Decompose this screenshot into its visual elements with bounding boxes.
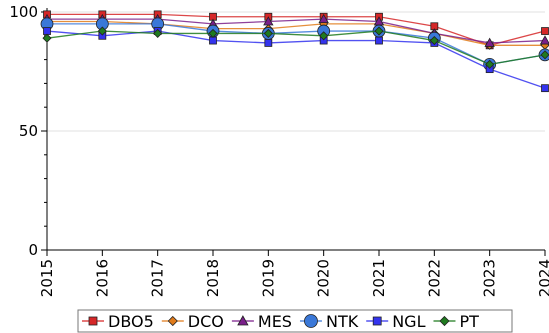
x-tick-label: 2020: [315, 259, 333, 297]
x-tick-label: 2018: [204, 259, 222, 297]
data-point: [263, 16, 274, 26]
data-point: [541, 27, 549, 35]
y-tick-label: 0: [28, 241, 38, 259]
x-tick-label: 2021: [370, 259, 388, 297]
legend-item: NTK: [299, 312, 359, 331]
y-tick-label: 50: [19, 122, 38, 140]
data-point: [374, 26, 384, 36]
legend-label: NGL: [392, 312, 425, 331]
data-point: [540, 50, 549, 60]
data-point: [43, 27, 51, 35]
series-pt: [42, 26, 549, 69]
legend-marker: [167, 315, 178, 327]
axes: 0 50 100 2015 2016 2017 2018 2019 2020 2021 2022 20…: [9, 3, 549, 297]
legend-label: PT: [459, 312, 479, 331]
data-point: [429, 35, 439, 46]
legend-label: NTK: [326, 312, 359, 331]
legend-marker: [372, 316, 382, 326]
legend-marker: [304, 314, 318, 328]
legend-marker: [237, 315, 249, 326]
x-tick-label: 2015: [38, 259, 56, 297]
legend-marker: [88, 316, 98, 326]
data-point: [209, 36, 217, 45]
data-point: [208, 28, 218, 38]
series-line: [47, 18, 546, 44]
x-tick-label: 2022: [425, 259, 443, 297]
legend: DBO5 DCO MES NTK NGL PT: [77, 309, 513, 333]
legend-item: DCO: [161, 312, 224, 331]
x-tick-label: 2023: [481, 259, 499, 297]
series-dco: [42, 16, 549, 50]
data-point: [264, 39, 273, 47]
y-tick-label: 100: [9, 3, 38, 21]
x-tick-label: 2017: [149, 259, 167, 297]
legend-box: [77, 309, 513, 333]
legend-label: DCO: [188, 312, 224, 331]
data-point: [541, 84, 549, 93]
x-tick-label: 2019: [259, 259, 277, 297]
legend-item: NGL: [366, 312, 426, 331]
series-line: [46, 30, 546, 89]
data-point: [97, 26, 107, 36]
series-line: [46, 30, 546, 66]
data-point: [153, 28, 163, 38]
series-line: [47, 23, 546, 66]
data-point: [318, 13, 329, 24]
x-tick-label: 2016: [93, 259, 111, 297]
series-dbo5: [43, 10, 549, 50]
data-point: [484, 37, 495, 47]
series-group: [40, 10, 549, 93]
legend-item: PT: [433, 312, 479, 331]
legend-item: DBO5: [82, 312, 154, 331]
series-line: [47, 13, 546, 46]
data-point: [42, 33, 52, 43]
series-line: [47, 20, 545, 46]
x-tick-label: 2024: [536, 259, 549, 297]
gridlines: [47, 11, 545, 251]
series-ngl: [43, 27, 549, 93]
legend-item: MES: [231, 312, 292, 331]
data-point: [319, 31, 329, 41]
data-point: [263, 28, 273, 38]
legend-label: DBO5: [108, 312, 154, 331]
legend-marker: [439, 315, 450, 327]
data-point: [539, 35, 549, 45]
data-point: [375, 36, 383, 45]
data-point: [485, 59, 495, 69]
legend-label: MES: [258, 312, 292, 331]
